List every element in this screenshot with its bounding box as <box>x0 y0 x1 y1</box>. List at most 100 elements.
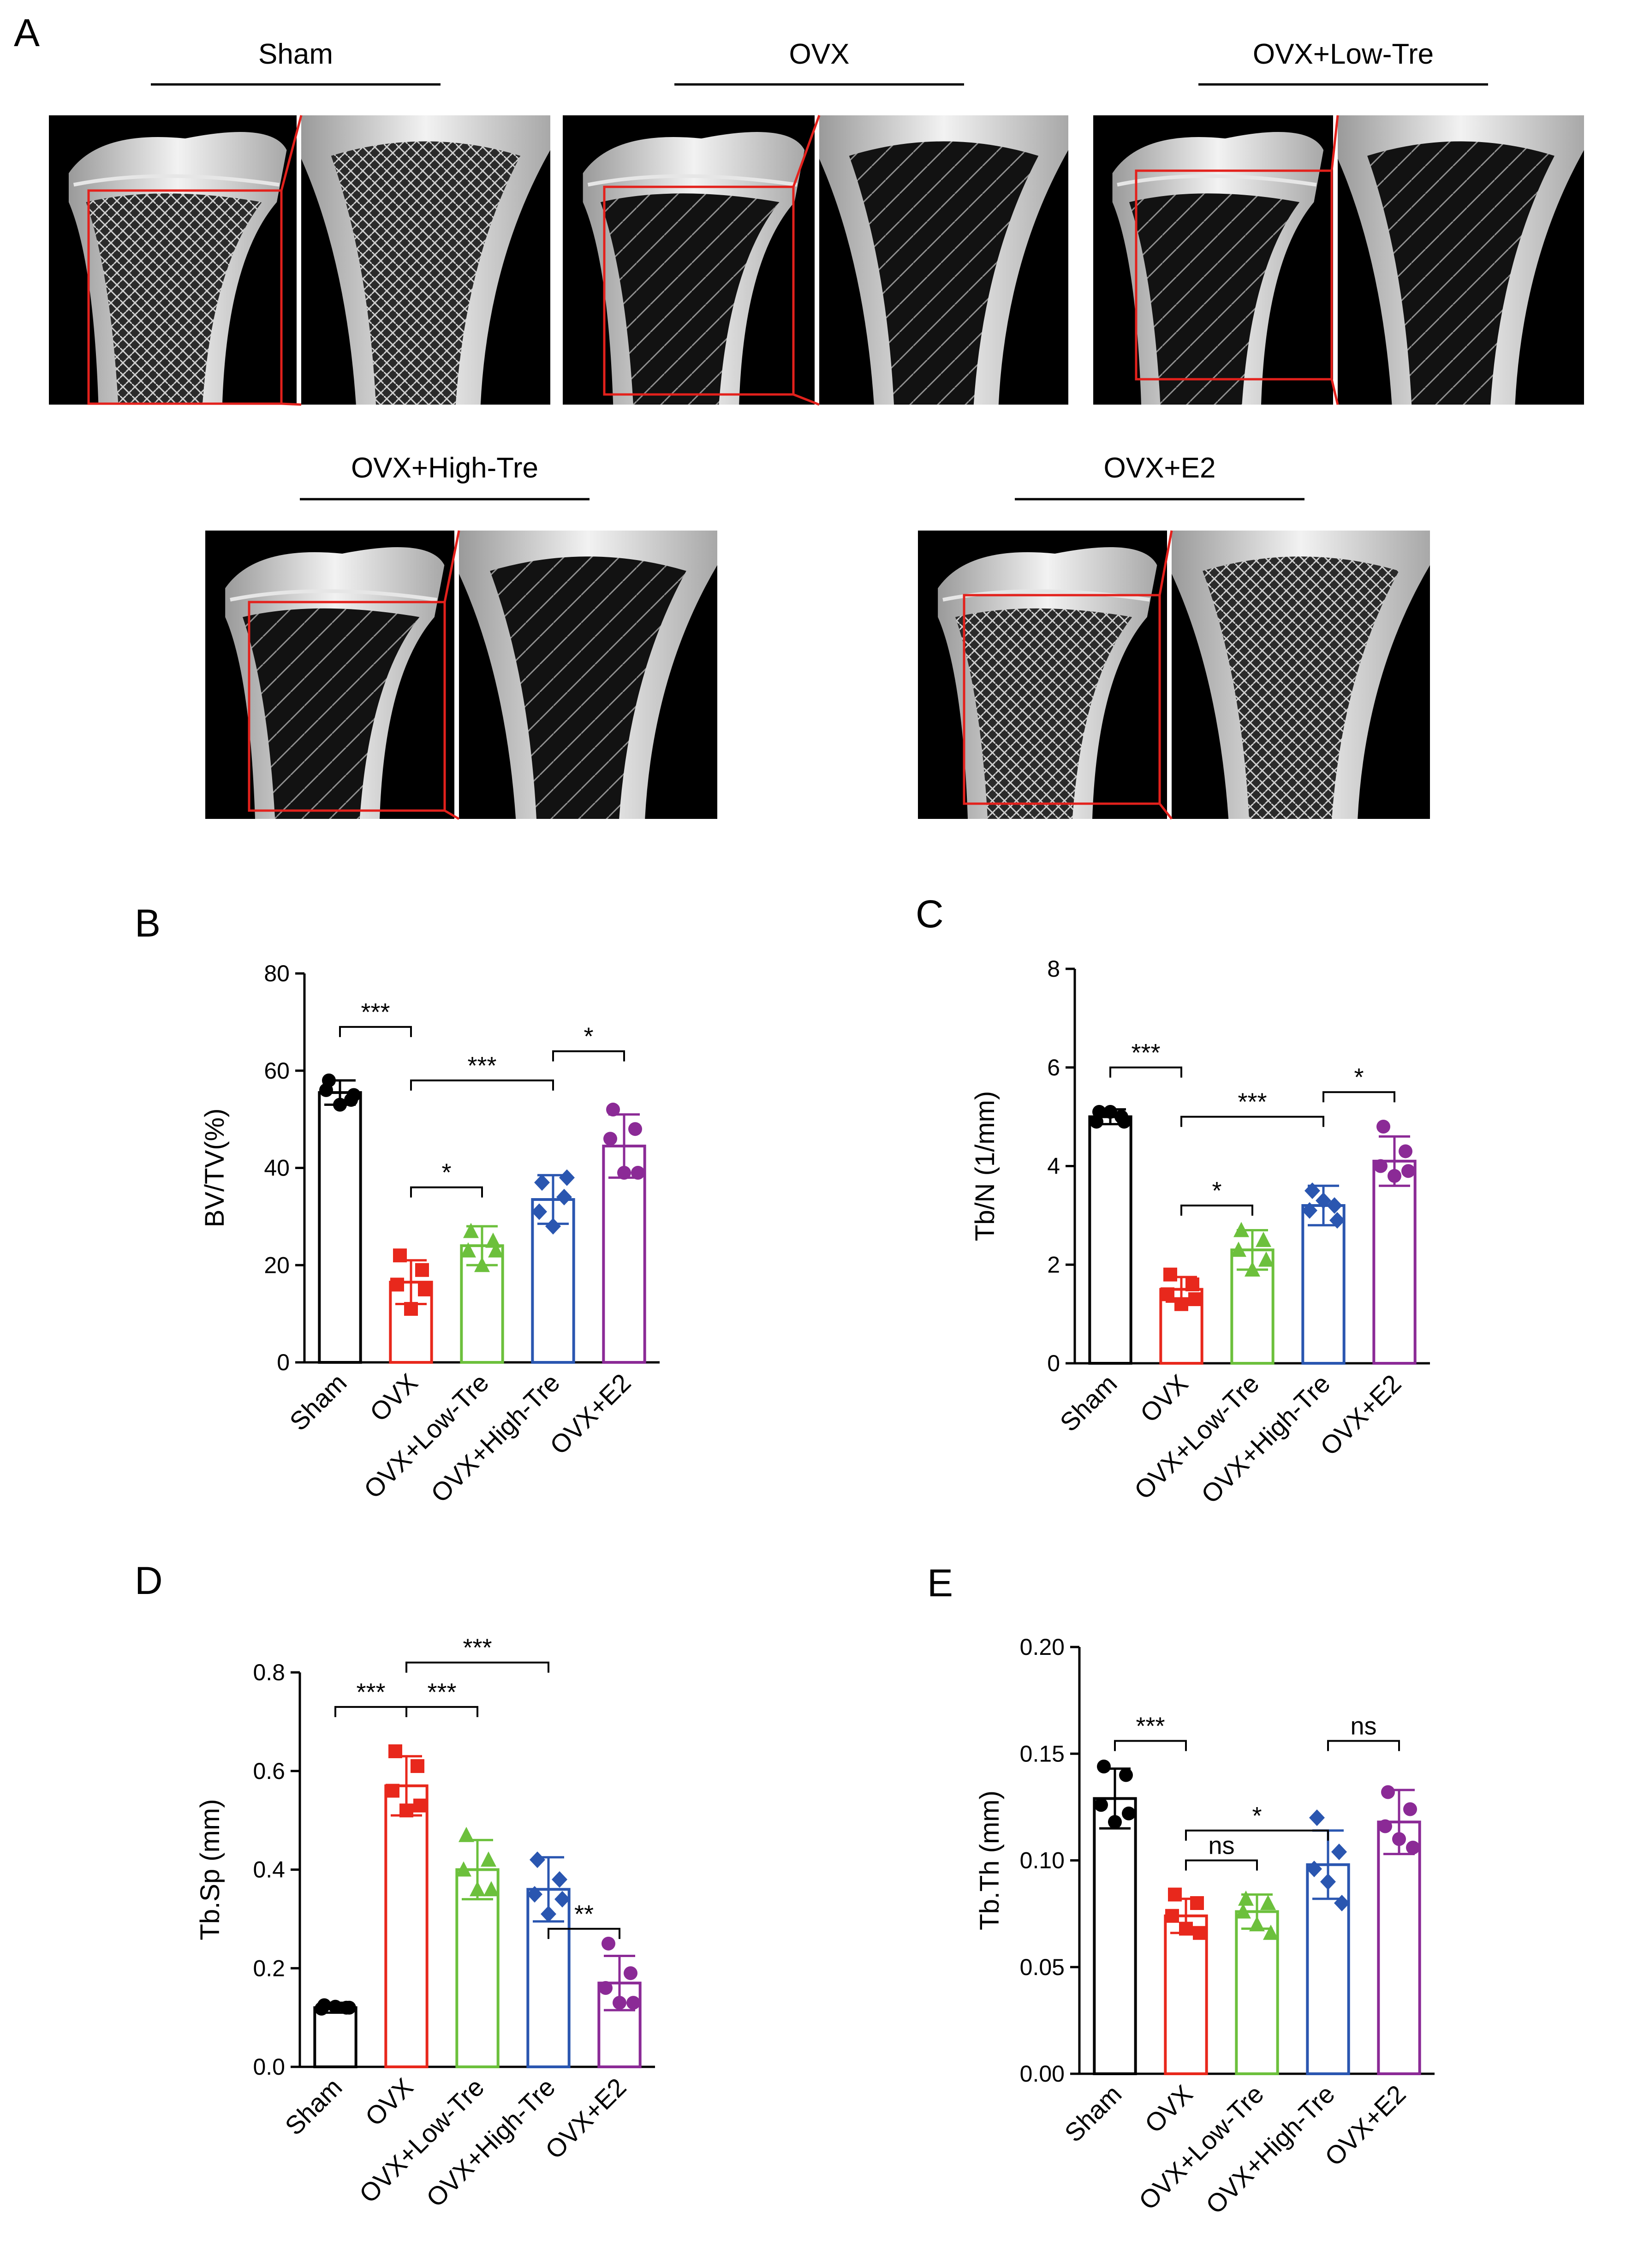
panel-label-d: D <box>135 1559 163 1602</box>
data-point <box>388 1744 402 1758</box>
group-label-sham: Sham <box>258 38 333 70</box>
data-point <box>470 1881 485 1897</box>
y-axis-label: Tb.Th (mm) <box>975 1791 1005 1930</box>
significance-label: *** <box>1238 1088 1267 1116</box>
significance-label: * <box>1354 1063 1364 1091</box>
bar-sham <box>1093 1797 1137 2075</box>
significance-label: ns <box>1208 1832 1234 1860</box>
microct-image-ovx-low-tre <box>1093 115 1584 405</box>
data-point <box>1406 1840 1420 1855</box>
data-point <box>602 1936 615 1951</box>
data-point <box>342 2000 356 2015</box>
data-point <box>554 1891 570 1908</box>
growth-plate-left <box>587 174 798 187</box>
bar-ovx-high-tre <box>1301 1204 1346 1365</box>
y-tick-label: 0.8 <box>253 1659 285 1685</box>
data-point <box>534 1174 550 1191</box>
y-tick-label: 80 <box>264 961 290 986</box>
data-point <box>456 1861 471 1877</box>
data-point <box>552 1871 567 1888</box>
data-point <box>1231 1241 1246 1257</box>
data-point <box>390 1277 404 1292</box>
data-point <box>1260 1895 1276 1910</box>
data-point <box>319 1083 333 1097</box>
y-tick-label: 0.15 <box>1020 1741 1065 1767</box>
significance-bracket <box>405 1661 549 1673</box>
y-tick-label: 0.20 <box>1020 1634 1065 1660</box>
roi-connector-top <box>1330 115 1339 171</box>
roi-connector-bottom <box>793 393 820 406</box>
data-point <box>1174 1297 1188 1311</box>
y-tick-label: 0.4 <box>253 1857 285 1883</box>
x-tick-label: OVX+High-Tre <box>425 1368 566 1508</box>
significance-bracket <box>334 1706 407 1717</box>
trabecular-region-left <box>243 608 420 819</box>
roi-box <box>87 189 283 405</box>
data-point <box>481 1851 496 1867</box>
roi-connector-top <box>792 115 821 187</box>
data-point <box>617 1166 631 1180</box>
data-point <box>1329 1212 1345 1229</box>
y-axis-label: BV/TV(%) <box>200 1109 230 1228</box>
data-point <box>460 1242 476 1258</box>
data-point <box>1161 1287 1174 1301</box>
data-point <box>606 1103 620 1117</box>
data-point <box>483 1881 499 1897</box>
roi-connector-bottom <box>1330 379 1339 405</box>
y-tick-label: 0 <box>277 1349 290 1375</box>
data-point <box>347 1088 361 1102</box>
y-tick-label: 0.00 <box>1020 2061 1065 2087</box>
trabecular-region-right <box>1203 556 1399 819</box>
x-tick-label: Sham <box>279 2072 347 2141</box>
data-point <box>1235 1903 1251 1919</box>
data-point <box>599 1981 613 1995</box>
x-tick-label: OVX+Low-Tre <box>1133 2079 1269 2215</box>
data-point <box>613 1996 626 2010</box>
significance-bracket <box>410 1186 483 1198</box>
data-point <box>1309 1809 1325 1826</box>
x-tick-label: Sham <box>1054 1369 1122 1437</box>
significance-bracket <box>1180 1116 1324 1127</box>
significance-label: *** <box>361 998 390 1026</box>
data-point <box>463 1223 479 1238</box>
data-point <box>1117 1115 1131 1129</box>
significance-label: *** <box>427 1678 456 1706</box>
significance-label: ** <box>574 1900 594 1928</box>
microct-image-ovx-e2 <box>918 530 1430 820</box>
data-point <box>393 1248 407 1263</box>
roi-box <box>248 601 446 812</box>
data-point <box>1097 1760 1111 1773</box>
roi-connector-top <box>443 530 460 603</box>
data-point <box>1401 1164 1415 1178</box>
x-tick-label: OVX <box>359 2072 418 2131</box>
data-point <box>474 1257 490 1272</box>
growth-plate-left <box>230 589 437 602</box>
chart-tb-n: 0 2 4 6 8 Tb/N (1/mm) Sham OVXOVX+Low-TreOVX+Hi… <box>970 956 1430 1509</box>
data-point <box>1334 1895 1350 1911</box>
x-tick-label: OVX <box>1139 2079 1198 2138</box>
data-point <box>315 2001 328 2016</box>
data-point <box>1249 1916 1265 1932</box>
significance-label: *** <box>356 1678 385 1706</box>
data-point <box>1316 1192 1331 1209</box>
x-tick-label: Sham <box>284 1368 352 1436</box>
y-tick-label: 40 <box>264 1155 290 1181</box>
significance-bracket <box>1109 1066 1182 1078</box>
data-point <box>1256 1231 1271 1247</box>
y-tick-label: 0.6 <box>253 1758 285 1784</box>
roi-box <box>1135 169 1333 381</box>
x-tick-label: OVX <box>364 1368 423 1427</box>
x-tick-label: OVX+Low-Tre <box>358 1368 494 1504</box>
roi-box <box>963 594 1161 805</box>
group-label-ovx-e2: OVX+E2 <box>1104 452 1216 484</box>
significance-bracket <box>339 1026 412 1037</box>
data-point <box>1302 1202 1317 1219</box>
y-tick-label: 20 <box>264 1252 290 1278</box>
y-tick-label: 8 <box>1047 956 1060 982</box>
data-point <box>413 1798 427 1813</box>
trabecular-region-left <box>955 608 1132 819</box>
microct-image-sham <box>49 115 550 406</box>
significance-bracket <box>548 1928 620 1939</box>
data-point <box>333 1098 347 1112</box>
significance-bracket <box>1180 1205 1253 1216</box>
